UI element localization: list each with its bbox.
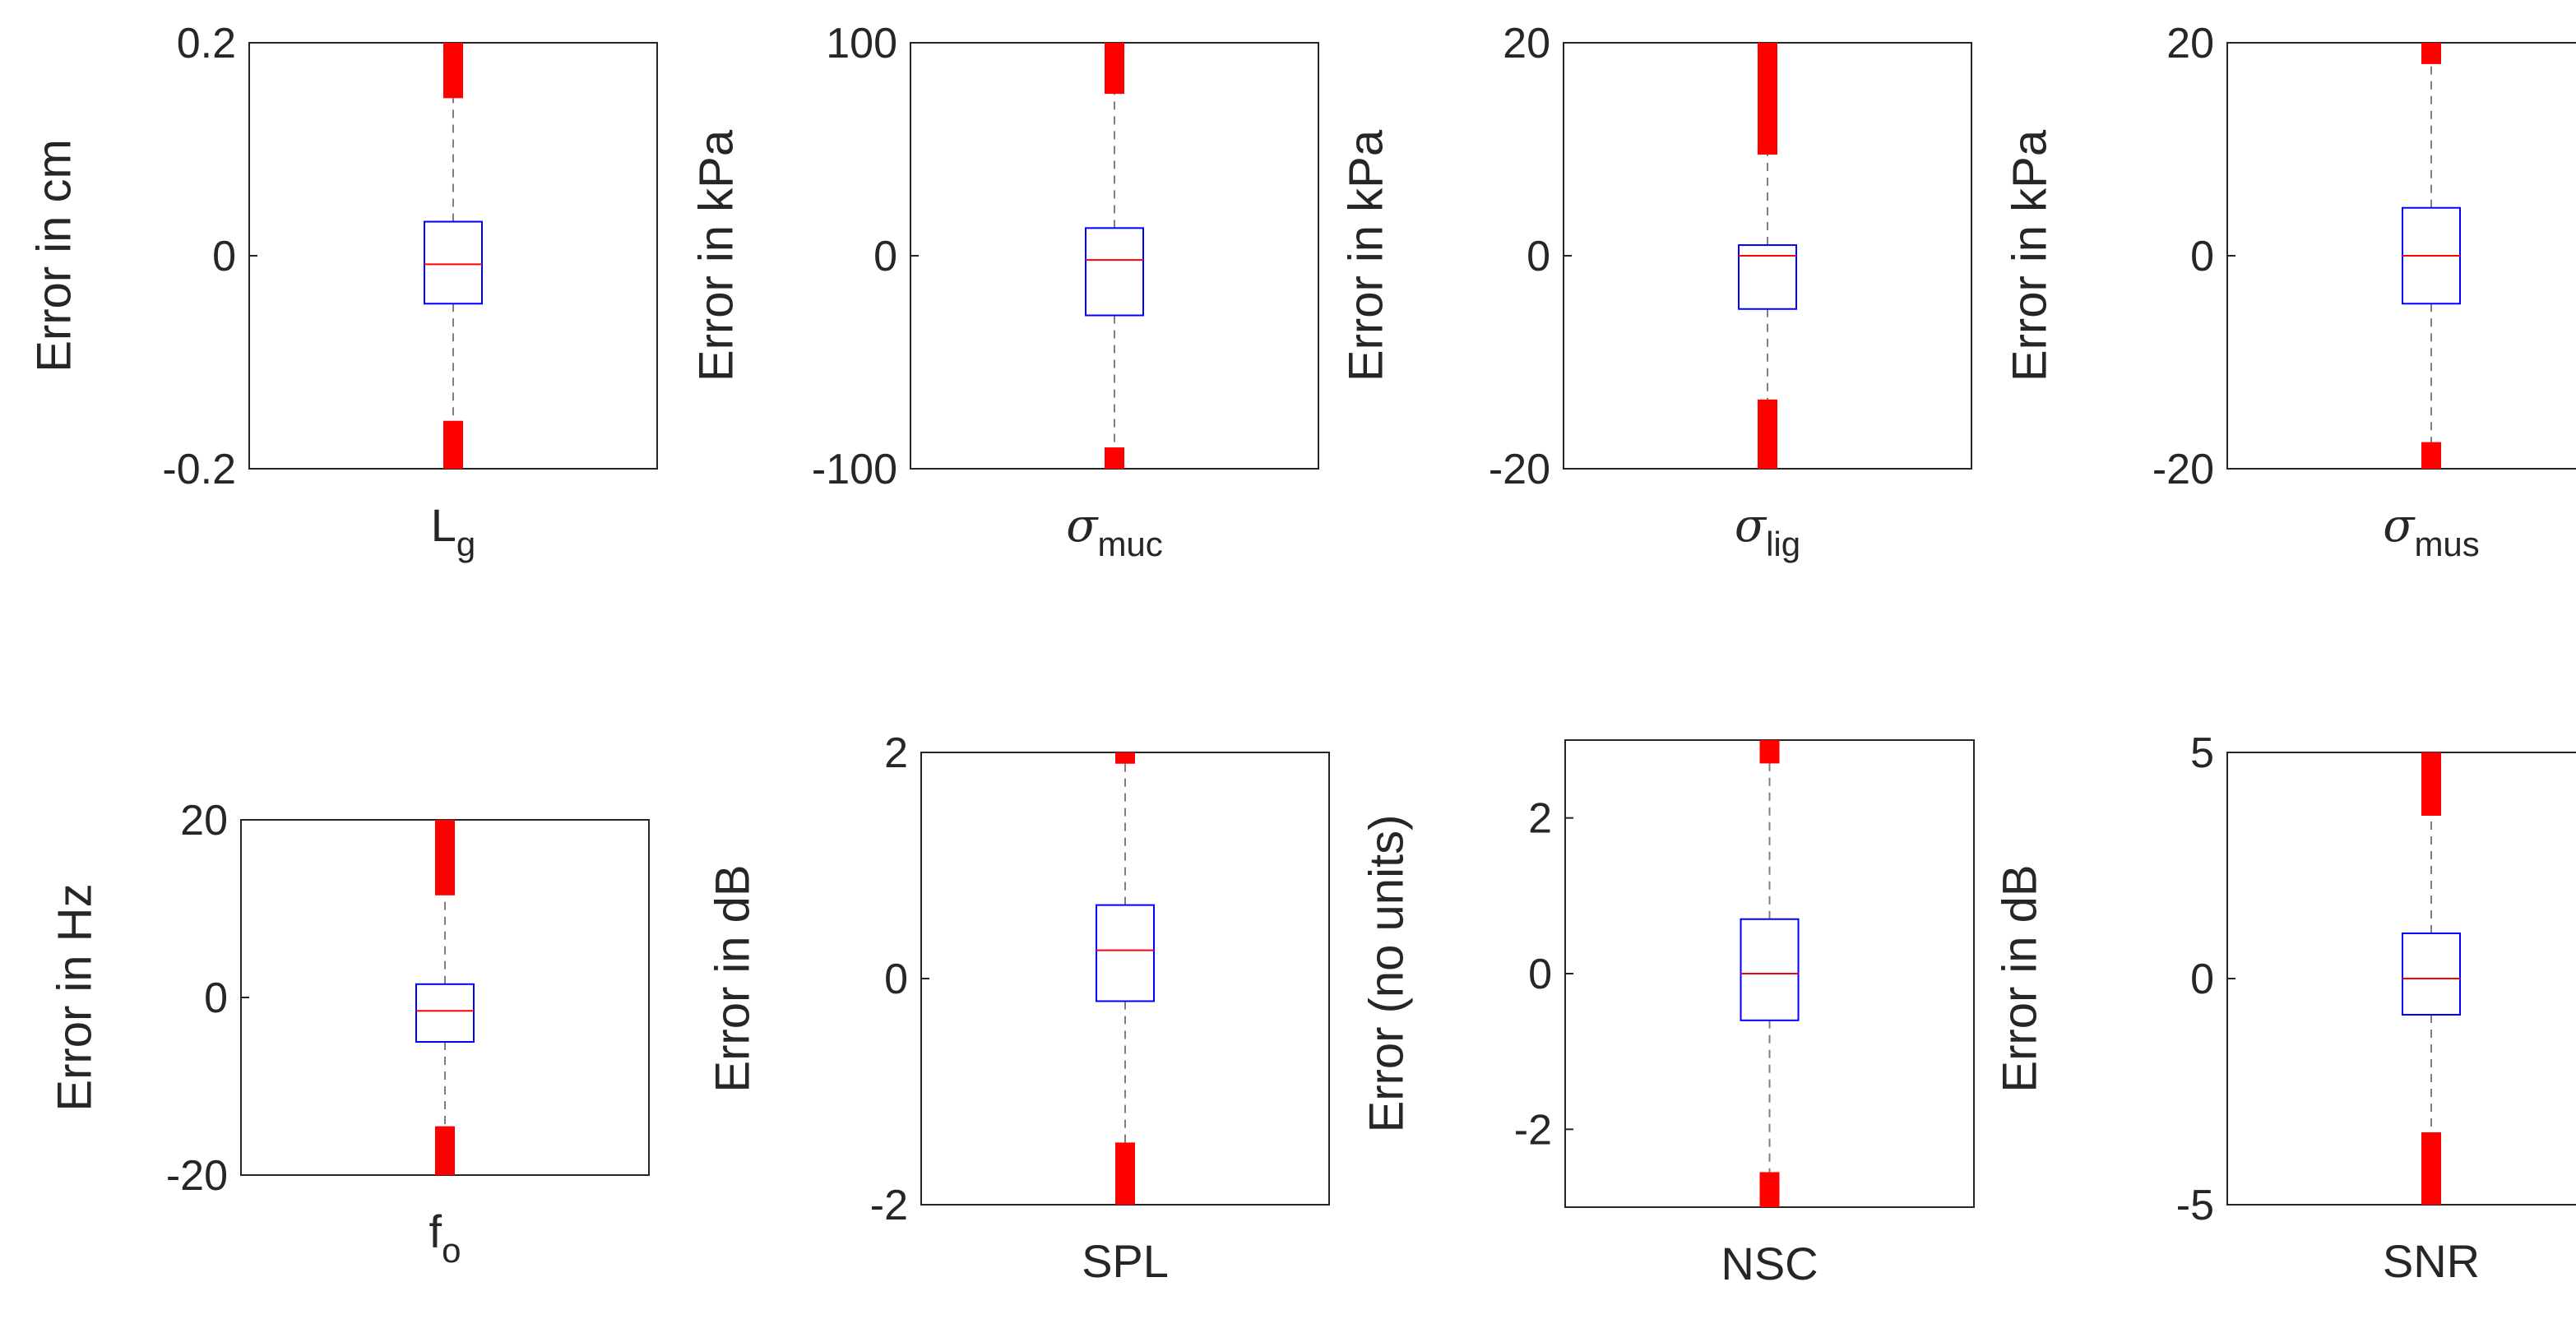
outliers-low	[1759, 1172, 1780, 1207]
iqr-box	[415, 983, 475, 1044]
y-axis-label: Error in kPa	[2003, 129, 2056, 382]
x-axis-label: σmuc	[1066, 499, 1163, 563]
subplot-6: -2 0 2 Error in dB SPL	[706, 729, 1330, 1287]
outliers-high	[1105, 43, 1124, 95]
outliers-low	[1115, 1142, 1135, 1205]
y-axis-label: Error in kPa	[1339, 129, 1392, 382]
outliers-high	[435, 820, 455, 896]
y-axis-label: Error in dB	[1993, 864, 2046, 1092]
x-axis-label: SNR	[2383, 1235, 2480, 1287]
y-tick-label: 0	[873, 233, 897, 280]
outliers-high	[1758, 43, 1777, 155]
x-axis-label: SPL	[1082, 1235, 1169, 1287]
x-axis-label: σlig	[1735, 499, 1800, 563]
y-tick-label: 0	[2190, 956, 2214, 1003]
iqr-box	[1085, 227, 1144, 317]
outliers-high	[2421, 43, 2441, 64]
y-tick-label: 5	[2190, 729, 2214, 777]
y-axis-label: Error in Hz	[48, 883, 101, 1111]
y-tick-label: 20	[2166, 20, 2214, 67]
x-axis-label: NSC	[1721, 1238, 1818, 1289]
x-axis-label: σmus	[2383, 499, 2480, 563]
y-tick-label: 20	[1503, 20, 1550, 67]
y-tick-label: -0.2	[162, 446, 236, 493]
outliers-low	[2421, 442, 2441, 469]
iqr-box	[1740, 918, 1800, 1021]
y-axis-label: Error (no units)	[1360, 815, 1413, 1133]
y-tick-label: 2	[1528, 795, 1552, 843]
outliers-low	[1105, 447, 1124, 469]
y-tick-label: 0	[204, 974, 228, 1022]
subplot-2: -100 0 100 Error in kPa σmuc	[689, 20, 1319, 563]
subplot-4: -20 0 20 Error in kPa σmus	[2003, 20, 2576, 563]
y-tick-label: -2	[1514, 1106, 1552, 1154]
y-tick-label: 2	[884, 729, 908, 777]
outliers-high	[1759, 740, 1780, 764]
outliers-low	[1758, 399, 1777, 469]
y-tick-label: 100	[826, 20, 897, 67]
x-axis-label: Lg	[431, 499, 476, 563]
subplot-1: -0.2 0 0.2 Error in cm Lg	[27, 20, 658, 563]
y-tick-label: 0	[212, 233, 236, 280]
outliers-high	[443, 43, 463, 99]
y-tick-label: -100	[812, 446, 897, 493]
iqr-box	[424, 220, 483, 305]
outliers-low	[443, 420, 463, 469]
y-tick-label: 0.2	[177, 20, 236, 67]
y-tick-label: 20	[180, 797, 228, 845]
subplot-7: -2 0 2 Error (no units) NSC	[1360, 739, 1975, 1289]
outliers-low	[2421, 1132, 2441, 1205]
y-tick-label: 0	[884, 956, 908, 1003]
y-tick-label: -20	[166, 1152, 228, 1200]
outliers-high	[2421, 752, 2441, 816]
y-axis-label: Error in dB	[706, 864, 759, 1092]
y-tick-label: -20	[1489, 446, 1550, 493]
outliers-low	[435, 1126, 455, 1175]
y-axis-label: Error in kPa	[689, 129, 743, 382]
iqr-box	[1096, 904, 1155, 1002]
axes-frame	[248, 42, 658, 470]
y-tick-label: 0	[1528, 951, 1552, 998]
y-tick-label: 0	[1527, 233, 1550, 280]
y-tick-label: -5	[2176, 1182, 2214, 1229]
iqr-box	[1738, 244, 1797, 310]
subplot-8: -5 0 5 Error in dB SNR	[1993, 729, 2576, 1287]
y-tick-label: -2	[870, 1182, 908, 1229]
y-tick-label: -20	[2152, 446, 2214, 493]
iqr-box	[2402, 933, 2461, 1016]
outliers-high	[1115, 752, 1135, 764]
subplot-5: -20 0 20 Error in Hz fo	[48, 797, 650, 1270]
y-axis-label: Error in cm	[27, 139, 81, 373]
x-axis-label: fo	[429, 1206, 461, 1270]
subplot-3: -20 0 20 Error in kPa σlig	[1339, 20, 1972, 563]
y-tick-label: 0	[2190, 233, 2214, 280]
